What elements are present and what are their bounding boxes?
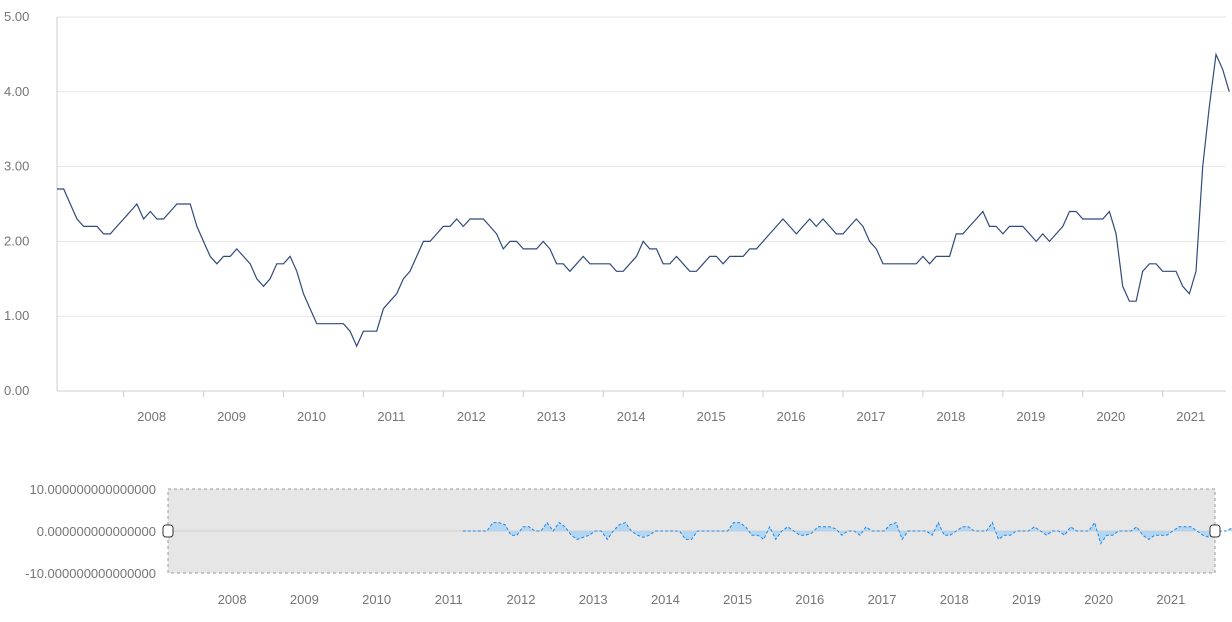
navigator-x-tick-label: 2008 [218,592,247,607]
main-y-tick-label: 5.00 [4,9,29,24]
navigator-x-tick-label: 2012 [507,592,536,607]
main-x-axis: 2008 2009 2010 2011 2012 2013 2014 2015 2016 2017… [124,391,1206,424]
navigator-x-tick-label: 2010 [362,592,391,607]
main-x-tick-label: 2015 [697,409,726,424]
navigator-x-tick-label: 2013 [579,592,608,607]
navigator-x-tick-label: 2020 [1084,592,1113,607]
navigator-right-handle[interactable] [1210,525,1220,537]
navigator-x-tick-label: 2009 [290,592,319,607]
main-y-tick-label: 4.00 [4,84,29,99]
navigator-x-tick-label: 2018 [940,592,969,607]
navigator-y-tick-label: -10.000000000000000 [25,566,156,581]
main-x-tick-label: 2018 [936,409,965,424]
navigator-x-tick-label: 2019 [1012,592,1041,607]
main-y-tick-label: 2.00 [4,233,29,248]
navigator-x-axis: 2008 2009 2010 2011 2012 2013 2014 2015 2016 2017… [218,592,1186,607]
navigator-x-tick-label: 2021 [1156,592,1185,607]
main-x-tick-label: 2014 [617,409,646,424]
main-y-tick-label: 0.00 [4,383,29,398]
main-x-tick-label: 2019 [1016,409,1045,424]
main-x-tick-label: 2017 [857,409,886,424]
navigator-y-tick-label: 10.000000000000000 [29,482,156,497]
navigator-x-tick-label: 2017 [868,592,897,607]
main-x-tick-label: 2013 [537,409,566,424]
navigator-x-tick-label: 2011 [435,592,463,607]
main-x-tick-label: 2010 [297,409,326,424]
main-y-tick-label: 1.00 [4,308,29,323]
navigator-y-tick-label: 0.000000000000000 [37,524,156,539]
main-gridlines [57,17,1226,391]
main-x-tick-label: 2011 [377,409,405,424]
main-x-tick-label: 2016 [777,409,806,424]
main-x-tick-label: 2020 [1096,409,1125,424]
navigator-x-tick-label: 2016 [795,592,824,607]
navigator-y-axis: -10.000000000000000 0.000000000000000 10.0… [25,482,156,581]
main-series [57,54,1229,346]
main-x-tick-label: 2012 [457,409,486,424]
main-y-axis: 0.00 1.00 2.00 3.00 4.00 5.00 [4,9,29,398]
main-x-tick-label: 2021 [1176,409,1205,424]
main-series-line [57,54,1229,346]
navigator-x-tick-label: 2015 [723,592,752,607]
main-x-tick-label: 2008 [137,409,166,424]
main-y-tick-label: 3.00 [4,159,29,174]
main-x-tick-label: 2009 [217,409,246,424]
navigator-x-tick-label: 2014 [651,592,680,607]
navigator-left-handle[interactable] [163,525,173,537]
